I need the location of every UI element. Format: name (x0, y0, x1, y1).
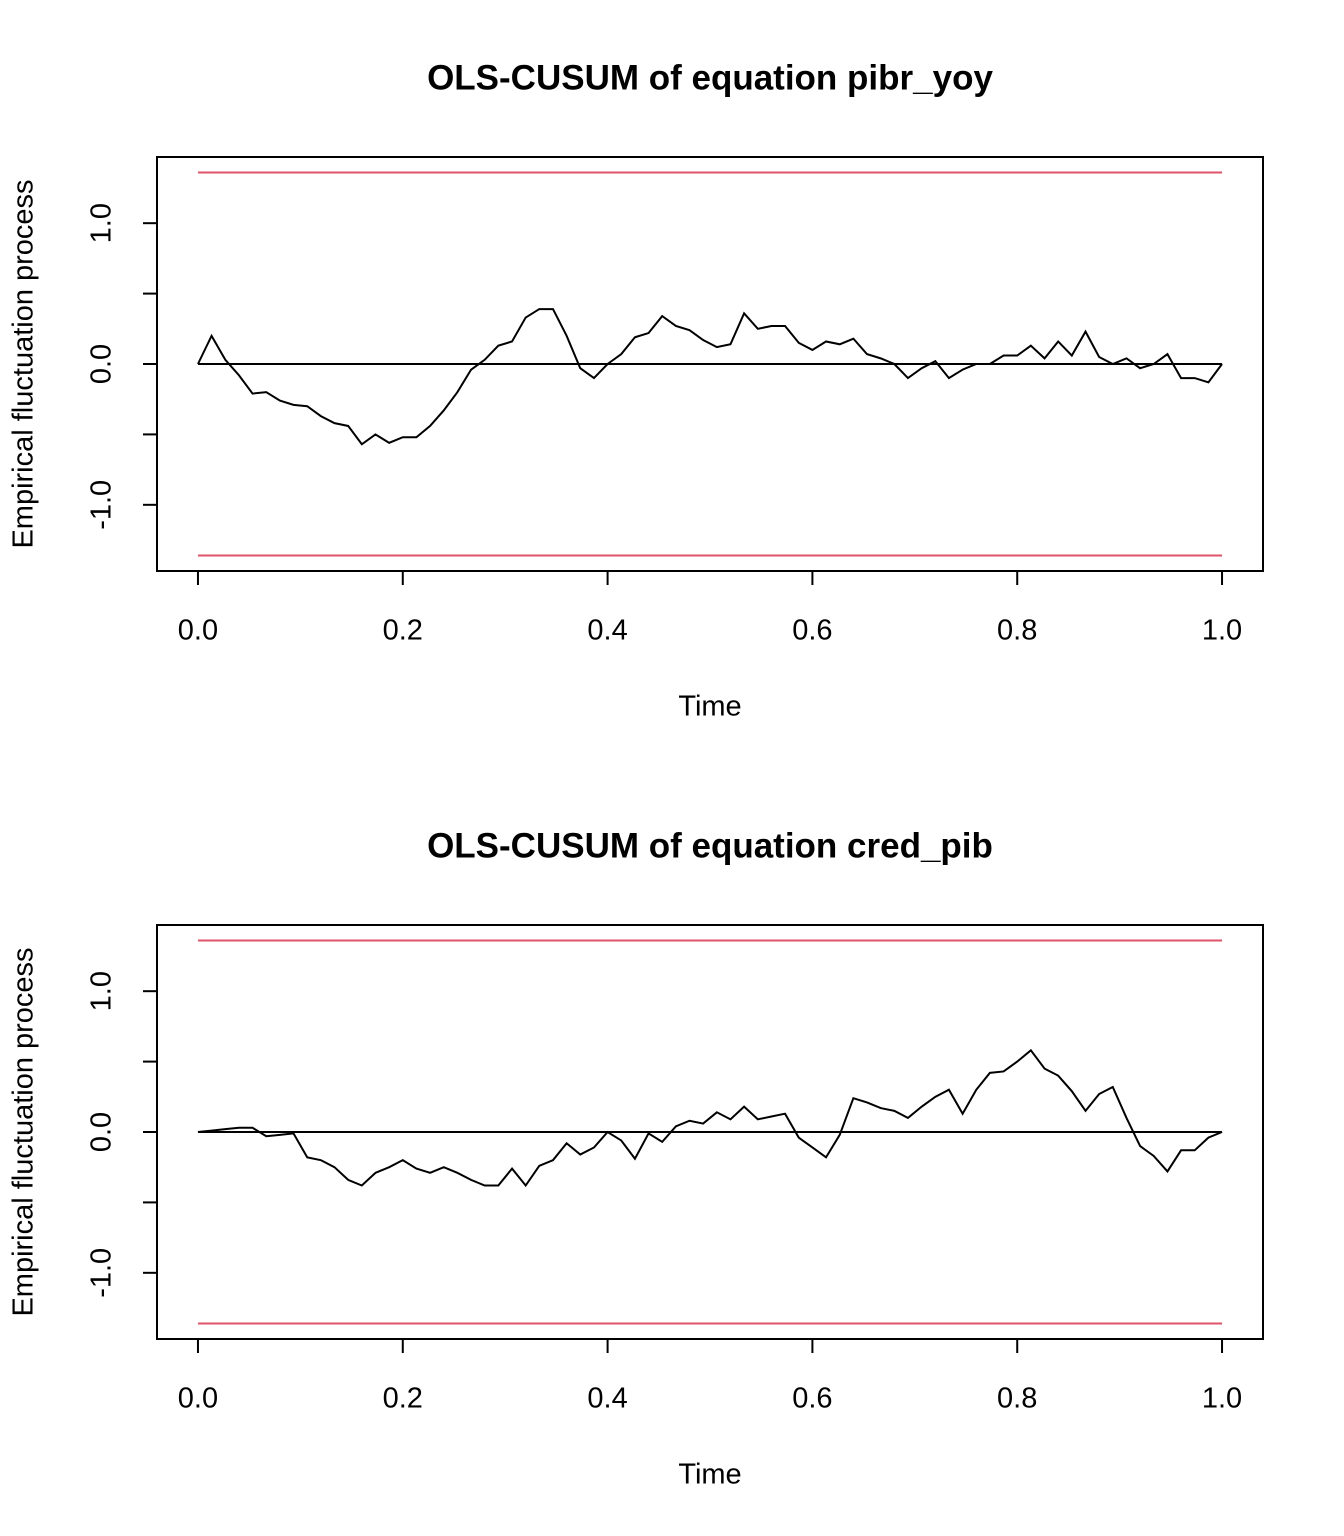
x-axis-label: Time (678, 1459, 741, 1491)
plot-frame (156, 156, 1264, 572)
x-tick-label: 0.4 (587, 615, 627, 647)
plot-frame (156, 924, 1264, 1340)
x-tick-label: 1.0 (1202, 1383, 1242, 1415)
fluctuation-line (197, 308, 1223, 446)
x-tick-label: 0.2 (383, 1383, 423, 1415)
x-tick-label: 0.0 (178, 615, 218, 647)
chart-title: OLS-CUSUM of equation pibr_yoy (427, 58, 993, 97)
x-tick-label: 0.6 (792, 615, 832, 647)
x-tick-label: 0.6 (792, 1383, 832, 1415)
y-tick-label: 1.0 (86, 971, 118, 1011)
x-tick-label: 0.8 (997, 1383, 1037, 1415)
x-axis-label: Time (678, 691, 741, 723)
fluctuation-line (197, 1048, 1223, 1188)
x-tick-label: 0.4 (587, 1383, 627, 1415)
y-tick-label: 1.0 (86, 203, 118, 243)
x-tick-label: 0.8 (997, 615, 1037, 647)
x-tick-label: 1.0 (1202, 615, 1242, 647)
chart-title: OLS-CUSUM of equation cred_pib (427, 826, 993, 865)
x-tick-label: 0.2 (383, 615, 423, 647)
y-tick-label: 0.0 (86, 1112, 118, 1152)
y-tick-label: -1.0 (86, 480, 118, 530)
y-tick-label: 0.0 (86, 344, 118, 384)
x-tick-label: 0.0 (178, 1383, 218, 1415)
y-tick-label: -1.0 (86, 1248, 118, 1298)
y-axis-label: Empirical fluctuation process (8, 947, 40, 1316)
y-axis-label: Empirical fluctuation process (8, 179, 40, 548)
